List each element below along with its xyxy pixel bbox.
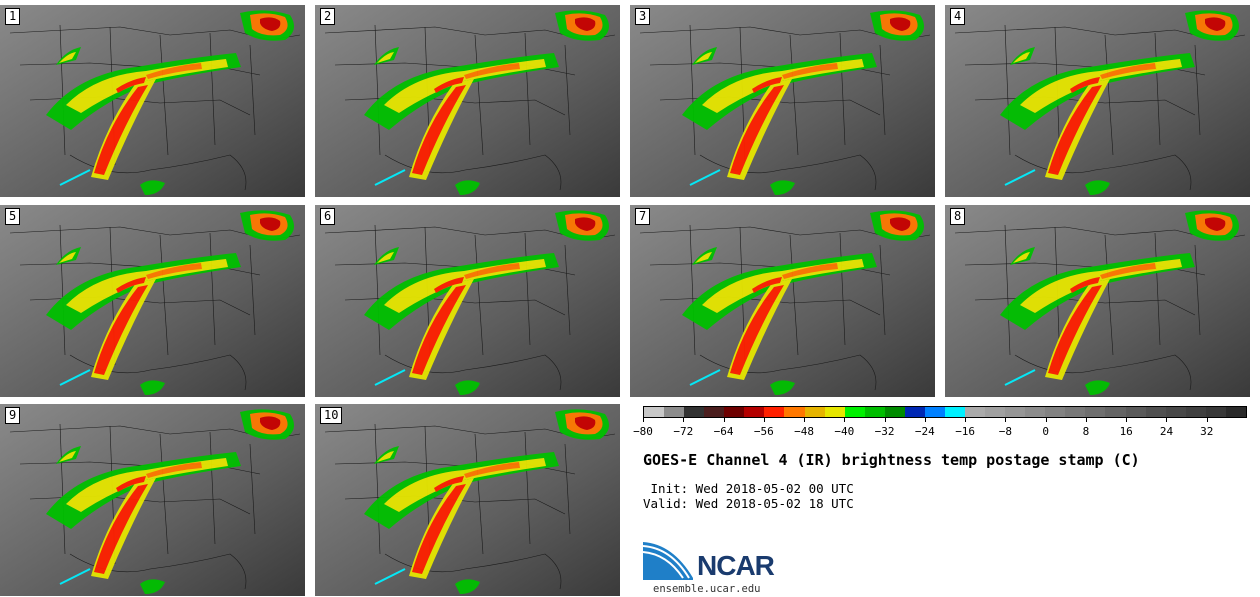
colorbar-segment [965, 407, 986, 417]
panel-number-label: 1 [5, 8, 21, 25]
plot-title: GOES-E Channel 4 (IR) brightness temp po… [643, 451, 1140, 469]
colorbar-tick [1085, 418, 1087, 422]
colorbar-tick [683, 418, 685, 422]
colorbar-segment [704, 407, 725, 417]
colorbar-segment [1105, 407, 1126, 417]
colorbar-tick-label: −72 [673, 425, 694, 438]
colorbar-tick-label: −8 [998, 425, 1013, 438]
panel-number-label: 3 [635, 8, 651, 25]
colorbar-segment [1225, 407, 1246, 417]
panel-number-label: 6 [320, 208, 336, 225]
panel-number-label: 2 [320, 8, 336, 25]
colorbar-segment [1125, 407, 1146, 417]
colorbar-tick-label: −24 [914, 425, 935, 438]
colorbar-segment [1065, 407, 1086, 417]
colorbar-tick-label: −64 [713, 425, 734, 438]
colorbar-segment [924, 407, 945, 417]
colorbar-segment [1205, 407, 1226, 417]
map-panel: 5 [0, 205, 305, 397]
panel-number-label: 9 [5, 407, 21, 424]
colorbar-tick [1166, 418, 1168, 422]
colorbar-tick-label: 24 [1159, 425, 1174, 438]
colorbar-tick-label: −40 [834, 425, 855, 438]
ncar-logo-icon [643, 542, 693, 580]
map-panel: 3 [630, 5, 935, 197]
map-panel: 6 [315, 205, 620, 397]
colorbar-segment [784, 407, 805, 417]
map-panel: 4 [945, 5, 1250, 197]
colorbar-segment [1005, 407, 1026, 417]
colorbar-tick [643, 418, 644, 422]
colorbar-segment [1045, 407, 1066, 417]
colorbar-segment [844, 407, 865, 417]
colorbar-tick [965, 418, 967, 422]
colorbar-segment [804, 407, 825, 417]
website-label: ensemble.ucar.edu [653, 583, 761, 595]
colorbar-segment [744, 407, 765, 417]
panel-number-label: 10 [320, 407, 343, 424]
logo-text: NCAR [697, 550, 775, 581]
map-panel: 8 [945, 205, 1250, 397]
colorbar-segment [824, 407, 845, 417]
map-panel: 1 [0, 5, 305, 197]
colorbar-segment [985, 407, 1006, 417]
panel-number-label: 7 [635, 208, 651, 225]
init-time: Init: Wed 2018-05-02 00 UTC [643, 481, 854, 496]
colorbar-segment [1145, 407, 1166, 417]
colorbar-tick [1045, 418, 1047, 422]
colorbar-segment [724, 407, 745, 417]
colorbar-segment [1085, 407, 1106, 417]
colorbar-segment [944, 407, 965, 417]
colorbar-segment [664, 407, 685, 417]
map-panel: 10 [315, 404, 620, 596]
panel-number-label: 5 [5, 208, 21, 225]
colorbar-tick-label: −48 [794, 425, 814, 438]
colorbar-tick-label: −16 [955, 425, 976, 438]
colorbar-tick [1005, 418, 1007, 422]
colorbar-tick-label: −80 [633, 425, 653, 438]
colorbar-segment [764, 407, 785, 417]
colorbar-segment [1025, 407, 1046, 417]
colorbar-tick [1206, 418, 1208, 422]
colorbar-ticks: −80 −72 −64 −56 −48 −40 −32 −24 −16 −8 0 8 16 24 32 [633, 418, 1247, 440]
colorbar-tick [723, 418, 725, 422]
map-panel: 7 [630, 205, 935, 397]
colorbar-tick [924, 418, 926, 422]
colorbar-segment [1185, 407, 1206, 417]
colorbar-tick-label: −32 [874, 425, 895, 438]
colorbar-segment [1165, 407, 1186, 417]
colorbar-segment [644, 407, 665, 417]
colorbar-tick [844, 418, 846, 422]
panel-number-label: 4 [950, 8, 966, 25]
valid-time: Valid: Wed 2018-05-02 18 UTC [643, 496, 854, 511]
colorbar-tick-label: 32 [1200, 425, 1214, 438]
colorbar-tick-label: −56 [753, 425, 774, 438]
colorbar-segment [904, 407, 925, 417]
colorbar-tick-label: 16 [1119, 425, 1133, 438]
colorbar-segment [884, 407, 905, 417]
colorbar [643, 406, 1247, 418]
colorbar-tick-label: 8 [1082, 425, 1090, 438]
colorbar-tick [884, 418, 886, 422]
colorbar-tick-label: 0 [1042, 425, 1049, 438]
colorbar-segment [864, 407, 885, 417]
panel-number-label: 8 [950, 208, 966, 225]
colorbar-tick [763, 418, 765, 422]
colorbar-tick [804, 418, 806, 422]
colorbar-segment [684, 407, 705, 417]
map-panel: 9 [0, 404, 305, 596]
colorbar-tick [1126, 418, 1128, 422]
map-panel: 2 [315, 5, 620, 197]
